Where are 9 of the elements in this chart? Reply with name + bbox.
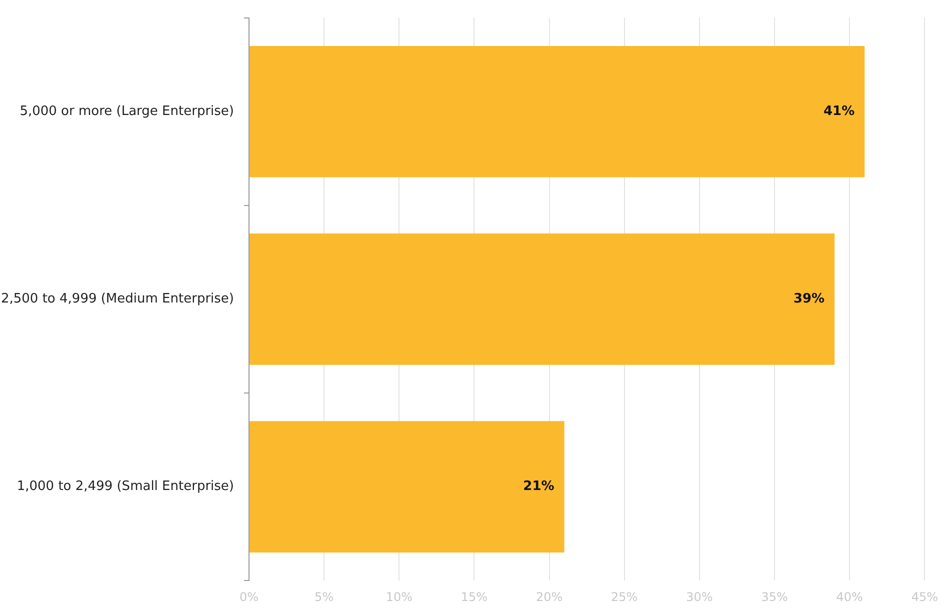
bar	[250, 234, 835, 365]
y-tick-label: 1,000 to 2,499 (Small Enterprise)	[16, 479, 234, 494]
bar	[250, 46, 865, 178]
data-label: 41%	[823, 104, 855, 119]
data-label: 21%	[523, 479, 554, 494]
data-label: 39%	[793, 292, 825, 307]
y-tick-label: 5,000 or more (Large Enterprise)	[20, 104, 234, 119]
bar	[250, 421, 564, 552]
y-tick-label: 2,500 to 4,999 (Medium Enterprise)	[0, 292, 234, 307]
